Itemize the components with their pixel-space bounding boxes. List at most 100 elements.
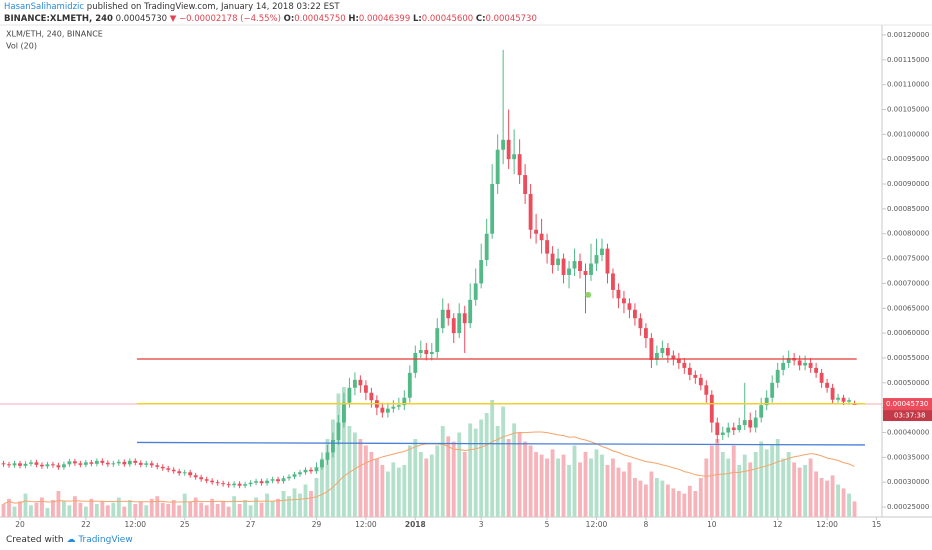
volume-bar [122, 506, 127, 517]
candle-body [424, 350, 429, 354]
candle-body [270, 479, 275, 481]
candle-body [259, 481, 264, 484]
candle-body [611, 273, 615, 290]
volume-bar [781, 458, 786, 517]
candle-body [396, 405, 401, 407]
volume-bar [671, 488, 676, 517]
candle-body [808, 362, 813, 368]
volume-bar [742, 454, 747, 517]
candle-body [210, 480, 215, 483]
volume-bar [18, 501, 22, 517]
volume-bar [709, 445, 714, 517]
chart-title: XLM/ETH, 240, BINANCE [6, 30, 103, 39]
candle-body [369, 392, 374, 401]
candle-body [221, 483, 226, 485]
volume-bar [226, 506, 231, 517]
volume-bar [726, 458, 731, 517]
candle-body [127, 460, 132, 465]
volume-bar [45, 507, 50, 517]
price-label: 0.00045730 [886, 400, 928, 408]
candle-body [638, 318, 643, 329]
candle-body [545, 240, 549, 254]
candle-body [506, 139, 511, 160]
volume-bar [259, 502, 264, 517]
volume-bar [803, 465, 808, 517]
candle-body [34, 462, 39, 465]
candle-body [144, 463, 149, 465]
candle-body [852, 403, 857, 405]
candle-body [847, 400, 851, 402]
candle-body [814, 367, 819, 373]
volume-bar [523, 441, 528, 517]
volume-bar [61, 501, 66, 517]
candle-body [753, 417, 758, 428]
y-tick-label: 0.00040000 [887, 429, 929, 437]
volume-bar [199, 502, 204, 517]
candle-body [199, 477, 204, 480]
candle-body [12, 463, 17, 466]
candle-body [138, 462, 143, 465]
volume-bar [100, 501, 105, 517]
volume-bar [221, 501, 226, 517]
volume-bar [819, 478, 824, 517]
volume-bar [534, 452, 539, 517]
chart: XLM/ETH, 240, BINANCE Vol (20) 0.0002500… [0, 24, 932, 529]
volume-bar [391, 462, 396, 517]
y-tick-label: 0.00100000 [887, 130, 929, 138]
candle-body [523, 175, 528, 194]
author[interactable]: HasanSalihamidzic [4, 2, 85, 12]
volume-bar [292, 488, 297, 517]
volume-bar [545, 458, 549, 517]
volume-bar [792, 462, 797, 517]
volume-bar [309, 491, 313, 517]
candle-body [786, 357, 791, 363]
volume-bar [276, 498, 280, 517]
candle-body [550, 253, 555, 266]
candle-body [292, 474, 297, 477]
candle-body [539, 233, 544, 241]
volume-bar [314, 478, 319, 517]
candle-body [715, 422, 720, 435]
volume-bar [600, 454, 604, 517]
candle-body [671, 355, 676, 359]
candle-body [687, 367, 692, 375]
candle-body [759, 405, 764, 418]
candle-body [490, 184, 495, 234]
volume-bar [495, 426, 500, 517]
volume-bar [512, 423, 517, 517]
x-tick-label: 12:00 [816, 520, 838, 529]
candle-body [336, 422, 341, 440]
volume-bar [144, 505, 149, 517]
volume-bar [111, 502, 116, 517]
volume-bar [814, 471, 819, 517]
brand[interactable]: TradingView [78, 535, 133, 545]
volume-bar [660, 480, 665, 517]
volume-bar [704, 458, 709, 517]
volume-bar [583, 452, 588, 517]
footer: Created with ☁ TradingView [6, 535, 133, 545]
volume-bar [188, 501, 193, 517]
volume-bar [572, 445, 577, 517]
candle-body [457, 313, 462, 334]
x-tick-label: 12 [773, 520, 783, 529]
candle-body [830, 387, 835, 400]
volume-bar [12, 506, 17, 517]
candle-body [358, 379, 363, 386]
candle-body [660, 348, 665, 353]
candle-body [413, 353, 418, 373]
candle-body [254, 481, 259, 483]
candle-body [226, 484, 231, 486]
h-label: H: [348, 14, 359, 24]
candle-body [583, 271, 588, 275]
candle-body [567, 268, 571, 275]
candle-body [89, 462, 94, 464]
volume-bar [693, 491, 698, 517]
candle-body [578, 261, 582, 271]
volume-bar [435, 445, 440, 517]
candle-body [770, 382, 775, 398]
volume-bar [440, 426, 445, 517]
volume-bar [841, 488, 846, 517]
candle-body [193, 475, 198, 478]
o: 0.00045750 [294, 14, 346, 24]
